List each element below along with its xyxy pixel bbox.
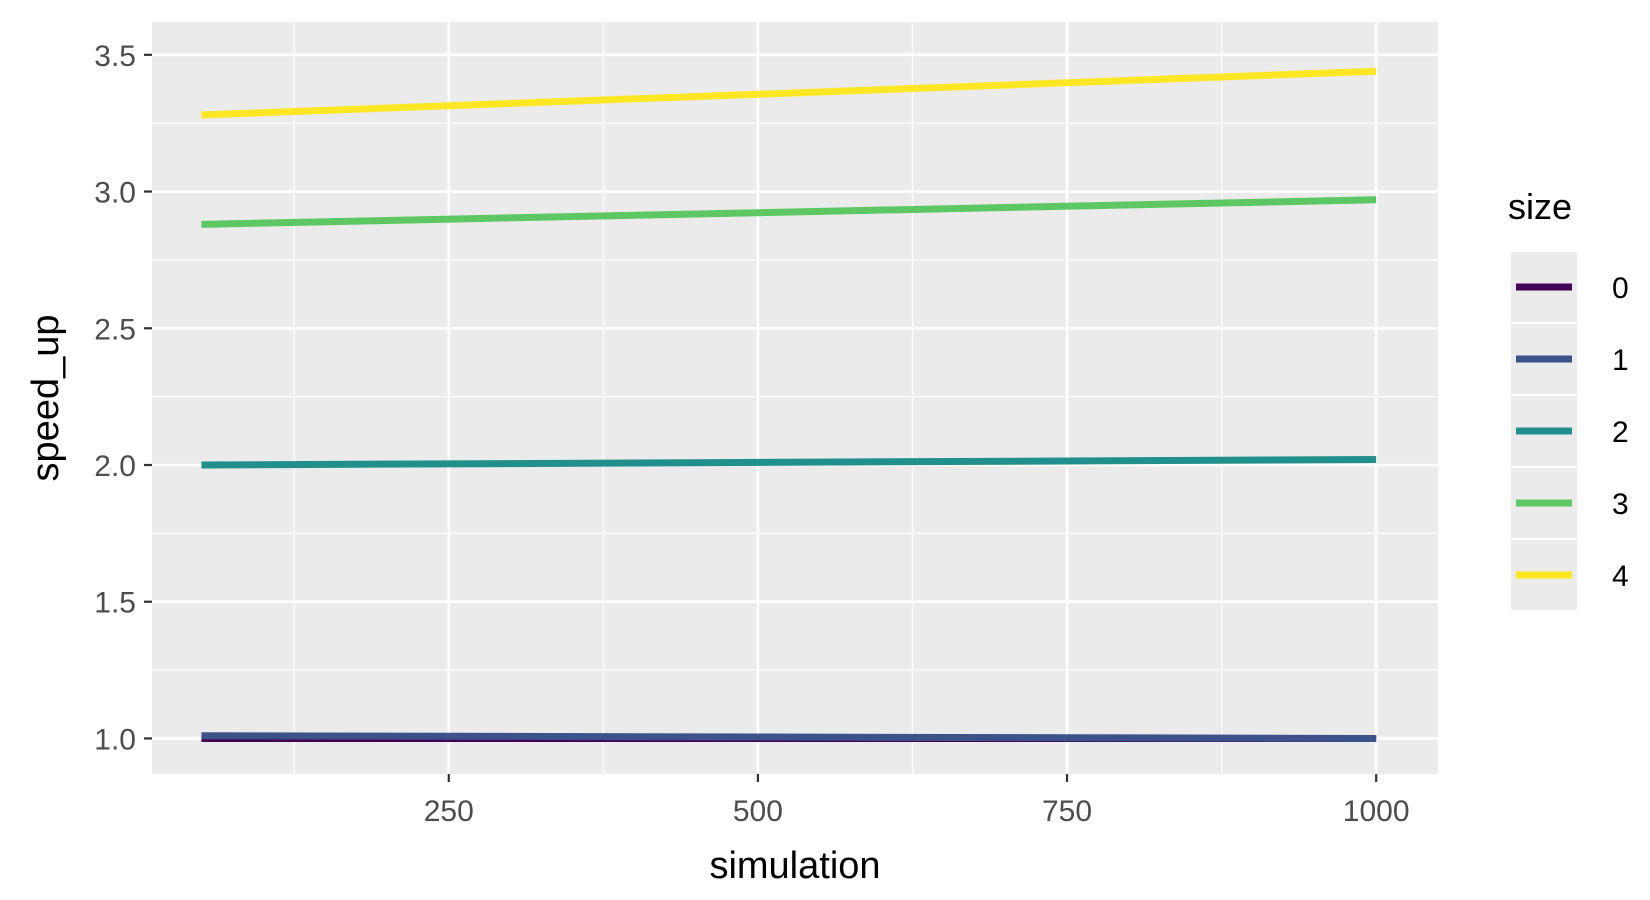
- x-tick-label: 250: [424, 795, 474, 828]
- y-tick-label: 1.5: [94, 587, 136, 620]
- y-axis-title: speed_up: [25, 315, 67, 482]
- legend-label-3: 3: [1612, 488, 1629, 521]
- y-tick-label: 1.0: [94, 723, 136, 756]
- legend: size 0 1 2 3 4: [1508, 186, 1629, 612]
- legend-label-0: 0: [1612, 272, 1629, 305]
- plot-panel: [152, 22, 1438, 774]
- x-tick-label: 750: [1042, 795, 1092, 828]
- series-line-4: [201, 67, 1377, 119]
- legend-label-1: 1: [1612, 344, 1629, 377]
- series-lines: [201, 67, 1377, 742]
- series-line-3: [201, 196, 1377, 228]
- x-axis: 250 500 750 1000: [424, 774, 1410, 828]
- legend-label-4: 4: [1612, 560, 1629, 593]
- legend-title: size: [1508, 186, 1572, 227]
- y-tick-label: 2.5: [94, 313, 136, 346]
- series-line-1: [201, 732, 1377, 742]
- y-tick-label: 3.0: [94, 177, 136, 210]
- x-axis-title: simulation: [709, 845, 880, 887]
- x-tick-label: 1000: [1343, 795, 1410, 828]
- minor-gridlines: [152, 22, 1438, 774]
- y-tick-label: 2.0: [94, 450, 136, 483]
- legend-label-2: 2: [1612, 416, 1629, 449]
- x-tick-label: 500: [733, 795, 783, 828]
- series-line-2: [201, 456, 1377, 469]
- y-axis: 1.0 1.5 2.0 2.5 3.0 3.5: [94, 40, 152, 756]
- y-tick-label: 3.5: [94, 40, 136, 73]
